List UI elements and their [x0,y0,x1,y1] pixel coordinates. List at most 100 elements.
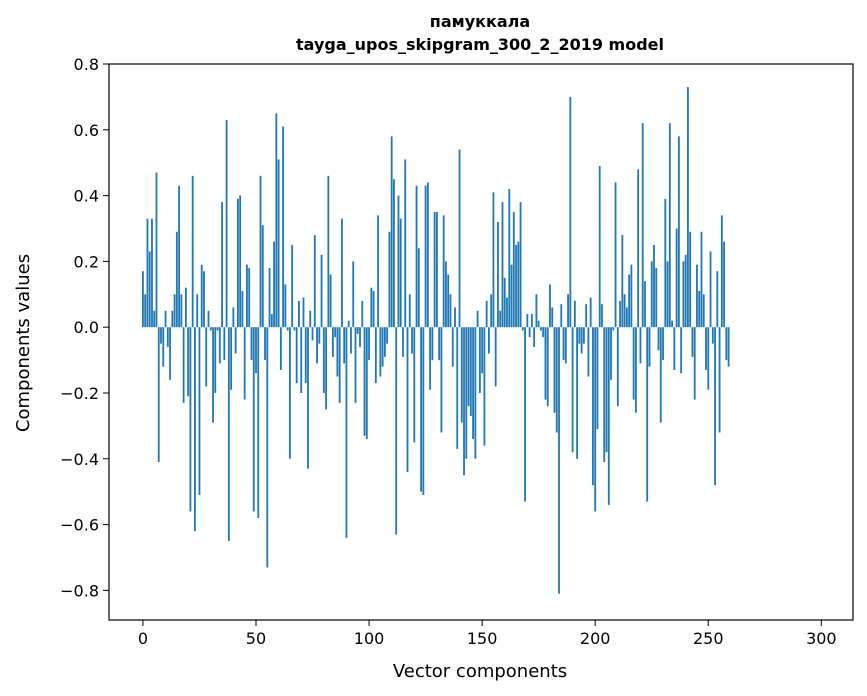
bar-component-80 [322,327,325,393]
bar-component-201 [596,327,599,430]
bar-component-147 [474,327,477,459]
bar-component-68 [295,327,298,384]
bar-component-83 [329,274,332,328]
bar-component-182 [553,327,556,413]
bar-component-166 [517,241,520,328]
bar-component-175 [537,320,540,328]
bar-component-118 [408,294,411,328]
bar-component-5 [153,310,156,328]
bar-component-228 [657,327,660,351]
bar-component-258 [725,327,728,361]
bar-component-235 [673,327,676,370]
bar-component-209 [614,182,617,328]
bar-component-159 [501,202,504,328]
bar-component-74 [309,310,312,328]
bar-component-23 [194,327,196,532]
bar-component-97 [361,300,364,328]
bar-component-12 [169,327,171,380]
bar-component-248 [702,294,705,328]
bar-component-79 [320,254,323,328]
bar-component-242 [689,231,692,328]
y-tick-label: −0.4 [60,450,99,469]
bar-component-111 [393,179,395,328]
bar-component-162 [508,189,511,328]
bar-component-203 [601,304,603,328]
bar-component-94 [354,327,357,403]
bar-component-231 [664,198,667,328]
bar-component-155 [492,192,495,328]
bar-component-216 [630,264,633,328]
chart-title: памуккала [430,12,530,31]
bar-component-230 [662,327,664,361]
bar-component-8 [160,327,162,344]
bar-component-35 [221,202,223,328]
bar-component-199 [592,327,594,486]
bar-component-212 [621,235,624,328]
bar-component-17 [180,294,183,328]
bar-component-188 [567,294,569,328]
bar-component-1 [144,294,147,328]
bar-component-87 [338,327,341,403]
bar-component-6 [155,172,158,328]
bar-component-109 [388,231,391,328]
bar-component-247 [700,231,703,328]
bar-component-113 [397,195,400,328]
bar-component-101 [370,287,373,328]
bar-component-115 [402,327,404,357]
bar-component-92 [350,327,352,354]
bar-component-43 [239,195,242,328]
bar-component-131 [438,327,441,361]
bar-component-145 [469,327,472,417]
x-axis-label: Vector components [393,661,567,682]
bar-component-198 [589,297,592,328]
bar-component-75 [311,327,314,341]
bar-component-156 [494,327,497,387]
bar-component-34 [218,327,221,364]
bar-component-37 [225,119,228,328]
bar-component-187 [564,327,567,364]
bar-component-185 [560,304,563,328]
bar-component-59 [275,113,278,328]
bar-component-190 [571,327,574,453]
bar-component-9 [162,327,165,367]
bar-component-86 [336,327,339,377]
bar-component-124 [422,327,425,495]
bar-component-81 [325,327,327,410]
bar-component-95 [356,327,359,334]
bar-component-208 [612,327,615,331]
bar-component-82 [327,175,330,328]
bar-component-3 [148,251,151,328]
bar-component-251 [709,251,712,328]
bar-component-65 [289,327,291,459]
bar-component-197 [587,327,590,377]
bar-component-39 [230,327,233,390]
bar-component-120 [413,327,416,443]
y-tick-label: −0.6 [60,516,99,535]
bar-component-234 [671,320,673,328]
bar-component-50 [255,327,257,374]
bar-component-146 [472,327,474,440]
bar-component-129 [433,212,436,328]
bar-component-249 [705,327,707,370]
bar-component-192 [576,327,579,459]
bar-component-177 [542,327,545,338]
bar-component-117 [406,327,409,472]
bar-component-253 [714,327,716,486]
bar-component-204 [603,327,606,463]
bar-component-44 [241,291,244,328]
bar-component-33 [216,327,219,331]
bar-component-106 [381,327,384,367]
bar-component-76 [313,235,316,328]
bar-component-229 [659,327,662,423]
bar-component-206 [607,327,610,505]
bar-component-46 [246,264,248,328]
bar-component-200 [594,327,597,512]
bar-component-125 [424,185,427,328]
bar-component-256 [720,215,723,328]
bar-component-141 [460,327,463,423]
bar-component-57 [270,314,273,328]
y-tick-label: 0.0 [74,318,99,337]
x-axis-ticks: 0 50 100 150 200 250 300 [138,620,837,648]
bar-component-151 [483,327,486,446]
bar-component-252 [711,327,714,344]
